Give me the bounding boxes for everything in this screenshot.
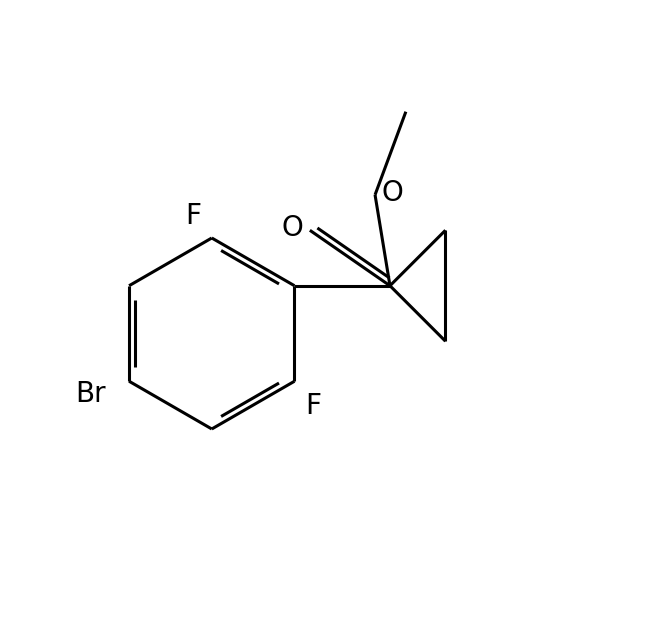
Text: O: O (282, 214, 304, 243)
Text: F: F (186, 202, 201, 231)
Text: Br: Br (76, 379, 106, 408)
Text: F: F (305, 392, 321, 420)
Text: O: O (381, 179, 403, 207)
